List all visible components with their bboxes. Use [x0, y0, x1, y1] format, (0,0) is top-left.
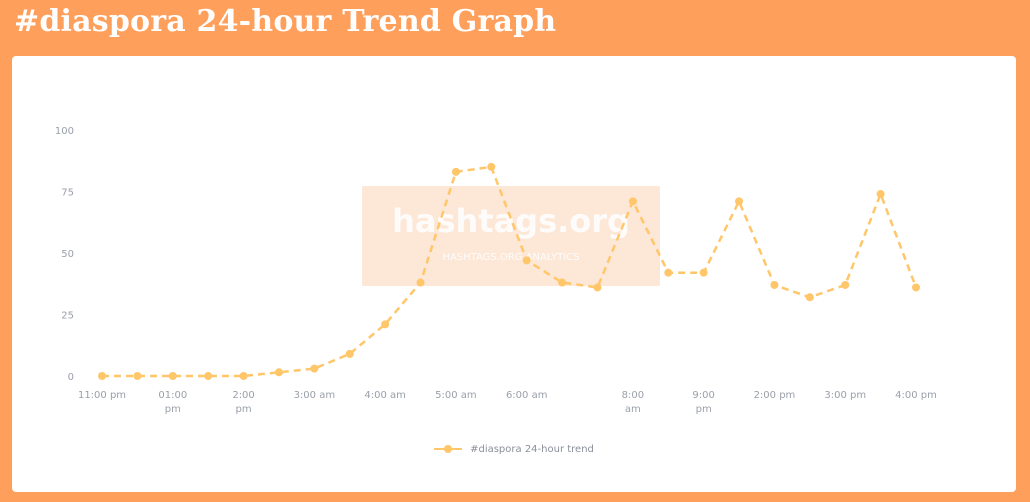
data-point[interactable]: [310, 364, 319, 373]
x-tick-label: 01:00 pm: [158, 390, 187, 415]
legend-swatch: [434, 445, 463, 453]
data-point[interactable]: [522, 256, 531, 265]
data-point[interactable]: [345, 349, 354, 358]
data-point[interactable]: [699, 268, 708, 277]
data-point[interactable]: [168, 372, 177, 380]
legend-label: #diaspora 24-hour trend: [470, 443, 594, 455]
x-tick-label: 3:00 pm: [824, 390, 866, 401]
x-tick-label: 6:00 am: [506, 390, 548, 401]
x-tick-label: 2:00 pm: [232, 390, 254, 415]
data-point[interactable]: [876, 189, 885, 198]
data-point[interactable]: [98, 372, 106, 380]
x-tick-label: 2:00 pm: [754, 390, 796, 401]
watermark-text: hashtags.org: [392, 202, 630, 240]
data-point[interactable]: [133, 372, 142, 380]
data-point[interactable]: [805, 293, 814, 302]
x-tick-label: 4:00 am: [364, 390, 406, 401]
data-point[interactable]: [204, 372, 213, 380]
data-point[interactable]: [451, 167, 460, 176]
data-point[interactable]: [487, 162, 496, 171]
x-axis: 11:00 pm 01:00 pm 2:00 pm 3:00 am 4:00 am 5:00 …: [78, 390, 937, 415]
x-tick-label: 5:00 am: [435, 390, 477, 401]
y-tick-label: 25: [61, 311, 74, 322]
data-point[interactable]: [841, 280, 850, 289]
x-tick-label: 3:00 am: [294, 390, 336, 401]
line-chart: 0 25 50 75 100 11:00 pm 01:00 pm 2:00 pm 3:00 am 4…: [55, 126, 937, 415]
chart-legend[interactable]: #diaspora 24-hour trend: [12, 442, 1016, 455]
series-layer: [98, 162, 920, 380]
y-axis: 0 25 50 75 100: [55, 126, 74, 383]
watermark-logo: hashtags.org HASHTAGS.ORG ANALYTICS: [362, 186, 660, 286]
data-point[interactable]: [381, 320, 390, 329]
data-point[interactable]: [274, 368, 283, 377]
y-tick-label: 100: [55, 126, 74, 137]
data-point[interactable]: [416, 278, 425, 287]
x-tick-label: 8:00 am: [622, 390, 644, 415]
data-point[interactable]: [912, 283, 920, 292]
x-tick-label: 11:00 pm: [78, 390, 126, 401]
data-point[interactable]: [735, 197, 744, 206]
watermark-subtext: HASHTAGS.ORG ANALYTICS: [442, 252, 580, 263]
data-point[interactable]: [558, 278, 567, 287]
x-tick-label: 4:00 pm: [895, 390, 937, 401]
y-tick-label: 50: [61, 249, 74, 260]
y-tick-label: 75: [61, 188, 74, 199]
chart-panel: hashtags.org HASHTAGS.ORG ANALYTICS 0 25 5…: [12, 56, 1016, 492]
data-point[interactable]: [239, 372, 248, 380]
page-title: #diaspora 24-hour Trend Graph: [14, 4, 557, 39]
data-point[interactable]: [770, 280, 779, 289]
y-tick-label: 0: [68, 372, 74, 383]
x-tick-label: 9:00 pm: [692, 390, 714, 415]
series-line: [102, 165, 918, 378]
data-point[interactable]: [628, 197, 637, 206]
data-point[interactable]: [593, 283, 602, 292]
data-point[interactable]: [664, 268, 673, 277]
